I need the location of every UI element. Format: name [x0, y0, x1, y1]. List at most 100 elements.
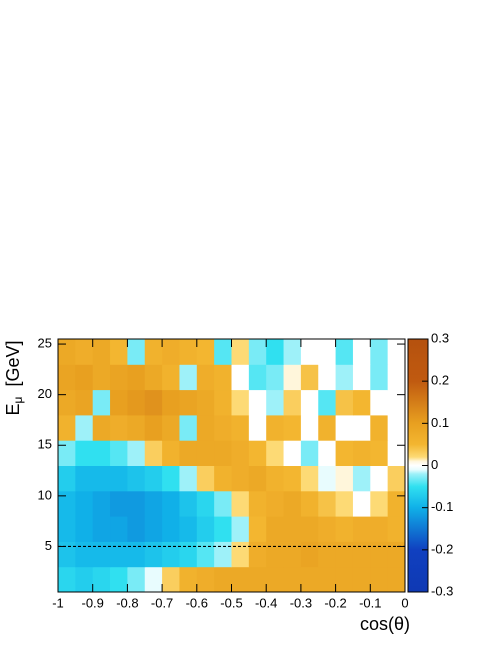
cell [300, 465, 319, 492]
cell [75, 490, 94, 517]
cell [231, 440, 250, 466]
cell [248, 490, 267, 517]
cell [144, 541, 163, 568]
cell [352, 339, 371, 365]
z-tick-label: 0.2 [431, 373, 449, 388]
cell [370, 566, 389, 593]
cell [300, 490, 319, 517]
cell [110, 339, 128, 365]
cell [300, 516, 319, 542]
cell [300, 364, 319, 391]
cell [162, 339, 180, 365]
cell [127, 541, 146, 568]
cell [335, 490, 354, 517]
cell [266, 440, 285, 466]
cell [352, 465, 371, 492]
cell [266, 541, 285, 568]
cell [300, 440, 319, 466]
cell [370, 440, 389, 466]
cell [127, 414, 146, 441]
z-tick-label: 0.3 [431, 330, 449, 345]
cell [179, 490, 198, 517]
cell [196, 414, 215, 441]
cell [179, 541, 198, 568]
cell [335, 566, 354, 593]
cell [179, 339, 198, 365]
cell [283, 339, 302, 365]
y-axis-title-main: E [3, 403, 23, 415]
cell [370, 364, 389, 391]
cell [92, 414, 111, 441]
cell [75, 465, 94, 492]
x-tick-label: -0.3 [290, 595, 312, 610]
cell [127, 339, 146, 365]
cell [179, 389, 198, 416]
cell [144, 440, 163, 466]
x-tick-label: -0.7 [151, 595, 173, 610]
cell [266, 389, 285, 416]
cell [283, 389, 302, 416]
y-tick-label: 25 [38, 335, 52, 350]
cell [75, 389, 94, 416]
cell [196, 490, 215, 517]
cell [127, 490, 146, 517]
cell [335, 339, 354, 365]
cell [162, 516, 180, 542]
cell [92, 490, 111, 517]
cell [248, 465, 267, 492]
cell [110, 516, 128, 542]
cell [231, 389, 250, 416]
cell [266, 516, 285, 542]
cell [231, 465, 250, 492]
cell [92, 516, 111, 542]
cell [266, 490, 285, 517]
cell [283, 364, 302, 391]
cell [75, 364, 94, 391]
cell [231, 364, 250, 391]
cell [387, 389, 406, 416]
cell [318, 566, 337, 593]
cell [300, 414, 319, 441]
cell [335, 364, 354, 391]
cell [127, 465, 146, 492]
cell [144, 566, 163, 593]
cell [370, 465, 389, 492]
cell [179, 440, 198, 466]
cell [248, 364, 267, 391]
y-tick-label: 10 [38, 487, 52, 502]
y-tick-label: 15 [38, 437, 52, 452]
cell [127, 566, 146, 593]
cell [387, 490, 406, 517]
cell [110, 389, 128, 416]
cell [283, 440, 302, 466]
cell [231, 414, 250, 441]
cell [58, 364, 76, 391]
cell [300, 541, 319, 568]
y-axis-title: Eμ [GeV] [3, 341, 25, 416]
cell [387, 364, 406, 391]
cell [92, 566, 111, 593]
cell [58, 465, 76, 492]
cell [162, 389, 180, 416]
cell [214, 364, 232, 391]
cell [127, 440, 146, 466]
cell [214, 516, 232, 542]
cell [92, 541, 111, 568]
cell [92, 465, 111, 492]
cell [283, 465, 302, 492]
cell [214, 339, 232, 365]
cell [179, 566, 198, 593]
cell [352, 364, 371, 391]
cell [162, 364, 180, 391]
cell [387, 516, 406, 542]
cell [248, 566, 267, 593]
cell [75, 516, 94, 542]
cell [144, 364, 163, 391]
cell [318, 364, 337, 391]
cell [144, 414, 163, 441]
cell [144, 339, 163, 365]
cell [231, 516, 250, 542]
cell [214, 490, 232, 517]
